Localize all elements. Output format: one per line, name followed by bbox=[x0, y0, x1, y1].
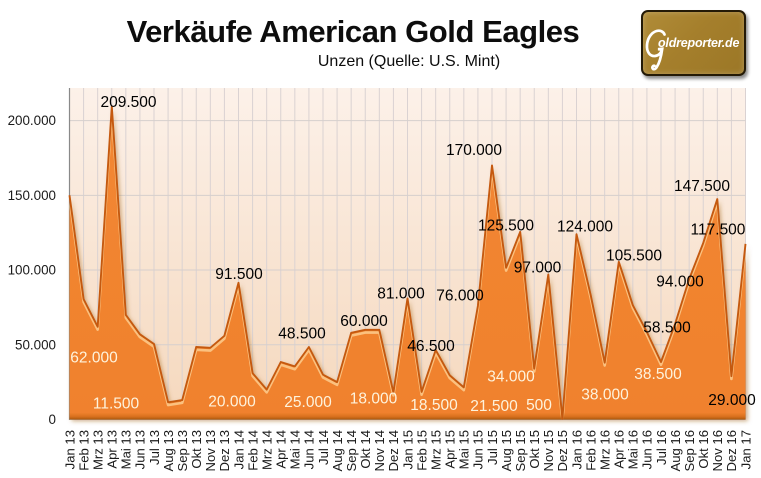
svg-text:Jul 13: Jul 13 bbox=[147, 430, 162, 465]
svg-text:Okt 16: Okt 16 bbox=[696, 430, 711, 469]
svg-text:62.000: 62.000 bbox=[70, 349, 118, 366]
svg-text:Apr 14: Apr 14 bbox=[274, 430, 289, 469]
svg-text:Sep 13: Sep 13 bbox=[175, 430, 190, 472]
svg-text:Mrz 14: Mrz 14 bbox=[260, 430, 275, 470]
svg-text:38.500: 38.500 bbox=[634, 366, 682, 383]
svg-text:Dez 16: Dez 16 bbox=[724, 430, 739, 472]
svg-text:Aug 15: Aug 15 bbox=[499, 430, 514, 472]
svg-text:81.000: 81.000 bbox=[377, 285, 425, 302]
svg-text:94.000: 94.000 bbox=[656, 273, 704, 290]
svg-text:0: 0 bbox=[49, 412, 56, 427]
svg-text:Jan 17: Jan 17 bbox=[738, 430, 753, 469]
svg-text:Aug 13: Aug 13 bbox=[161, 430, 176, 472]
svg-text:Nov 14: Nov 14 bbox=[372, 430, 387, 472]
svg-text:Okt 14: Okt 14 bbox=[358, 430, 373, 469]
svg-text:Apr 13: Apr 13 bbox=[105, 430, 120, 469]
svg-text:Jun 13: Jun 13 bbox=[133, 430, 148, 469]
svg-text:Apr 16: Apr 16 bbox=[612, 430, 627, 469]
svg-text:Mrz 13: Mrz 13 bbox=[91, 430, 106, 470]
svg-text:Feb 14: Feb 14 bbox=[245, 430, 260, 471]
svg-text:170.000: 170.000 bbox=[446, 142, 502, 159]
svg-text:18.500: 18.500 bbox=[410, 397, 458, 414]
svg-text:Jul 16: Jul 16 bbox=[654, 430, 669, 465]
svg-text:11.500: 11.500 bbox=[93, 395, 140, 412]
svg-text:Okt 13: Okt 13 bbox=[189, 430, 204, 469]
svg-text:46.500: 46.500 bbox=[407, 338, 455, 355]
svg-text:Jan 14: Jan 14 bbox=[231, 430, 246, 469]
svg-text:150.000: 150.000 bbox=[8, 188, 56, 203]
svg-text:Jan 15: Jan 15 bbox=[400, 430, 415, 469]
svg-text:Dez 13: Dez 13 bbox=[217, 430, 232, 472]
svg-text:Mai 14: Mai 14 bbox=[288, 430, 303, 469]
svg-text:500: 500 bbox=[526, 397, 552, 414]
svg-text:Mrz 15: Mrz 15 bbox=[429, 430, 444, 470]
svg-text:124.000: 124.000 bbox=[557, 218, 613, 235]
svg-text:34.000: 34.000 bbox=[487, 368, 535, 385]
svg-text:Dez 15: Dez 15 bbox=[555, 430, 570, 472]
svg-text:97.000: 97.000 bbox=[514, 259, 562, 276]
svg-text:125.500: 125.500 bbox=[478, 217, 534, 234]
svg-text:Nov 13: Nov 13 bbox=[203, 430, 218, 472]
svg-text:Apr 15: Apr 15 bbox=[443, 430, 458, 469]
svg-text:200.000: 200.000 bbox=[8, 113, 56, 128]
svg-text:Jun 14: Jun 14 bbox=[302, 430, 317, 469]
svg-text:29.000: 29.000 bbox=[708, 392, 756, 409]
svg-text:Dez 14: Dez 14 bbox=[386, 430, 401, 472]
svg-text:Jan 13: Jan 13 bbox=[62, 430, 77, 469]
svg-text:Jun 16: Jun 16 bbox=[640, 430, 655, 469]
svg-text:48.500: 48.500 bbox=[278, 325, 326, 342]
svg-text:Mai 16: Mai 16 bbox=[626, 430, 641, 469]
svg-text:18.000: 18.000 bbox=[350, 390, 398, 407]
svg-text:Nov 15: Nov 15 bbox=[541, 430, 556, 472]
svg-text:Sep 14: Sep 14 bbox=[344, 430, 359, 472]
svg-text:76.000: 76.000 bbox=[436, 287, 484, 304]
svg-text:Jul 15: Jul 15 bbox=[485, 430, 500, 465]
svg-text:Nov 16: Nov 16 bbox=[710, 430, 725, 472]
svg-text:Jun 15: Jun 15 bbox=[471, 430, 486, 469]
svg-text:Sep 15: Sep 15 bbox=[513, 430, 528, 472]
svg-text:Mai 15: Mai 15 bbox=[457, 430, 472, 469]
svg-text:Feb 13: Feb 13 bbox=[76, 430, 91, 471]
svg-text:117.500: 117.500 bbox=[691, 221, 746, 238]
svg-text:58.500: 58.500 bbox=[643, 319, 691, 336]
svg-text:100.000: 100.000 bbox=[8, 263, 56, 278]
svg-text:Feb 15: Feb 15 bbox=[414, 430, 429, 471]
svg-text:91.500: 91.500 bbox=[215, 266, 263, 283]
svg-text:50.000: 50.000 bbox=[15, 337, 56, 352]
svg-text:38.000: 38.000 bbox=[581, 386, 629, 403]
svg-text:20.000: 20.000 bbox=[208, 393, 256, 410]
svg-text:25.000: 25.000 bbox=[284, 394, 332, 411]
svg-text:Sep 16: Sep 16 bbox=[682, 430, 697, 472]
svg-text:Mrz 16: Mrz 16 bbox=[598, 430, 613, 470]
svg-text:Aug 16: Aug 16 bbox=[668, 430, 683, 472]
svg-text:209.500: 209.500 bbox=[100, 94, 156, 111]
svg-text:60.000: 60.000 bbox=[340, 313, 388, 330]
svg-text:21.500: 21.500 bbox=[470, 398, 518, 415]
svg-text:Mai 13: Mai 13 bbox=[119, 430, 134, 469]
svg-text:Jul 14: Jul 14 bbox=[316, 430, 331, 465]
svg-text:105.500: 105.500 bbox=[606, 247, 662, 264]
svg-text:147.500: 147.500 bbox=[674, 178, 730, 195]
svg-text:Okt 15: Okt 15 bbox=[527, 430, 542, 469]
svg-text:Jan 16: Jan 16 bbox=[569, 430, 584, 469]
svg-text:Aug 14: Aug 14 bbox=[330, 430, 345, 472]
svg-text:Feb 16: Feb 16 bbox=[583, 430, 598, 471]
